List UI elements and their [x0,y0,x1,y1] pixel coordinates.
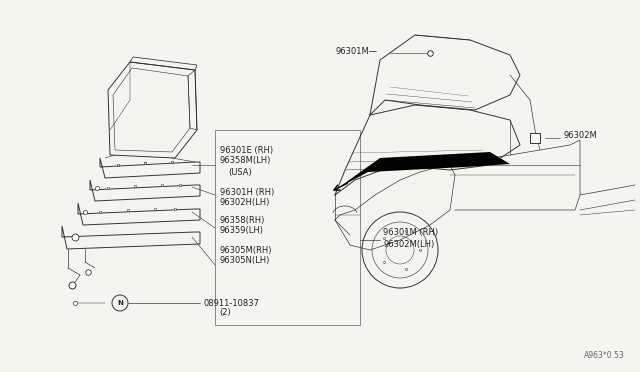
Text: 96301M (RH): 96301M (RH) [383,228,438,237]
Text: 96302M: 96302M [563,131,596,141]
Text: 96302H(LH): 96302H(LH) [220,199,270,208]
Text: 96301M—: 96301M— [335,48,377,57]
Text: 08911-10837: 08911-10837 [203,298,259,308]
Text: 96358(RH): 96358(RH) [220,215,266,224]
Text: 96358M(LH): 96358M(LH) [220,157,271,166]
Text: A963*0.53: A963*0.53 [584,351,625,360]
Text: 96301H (RH): 96301H (RH) [220,187,275,196]
Polygon shape [78,203,200,225]
Polygon shape [338,152,510,188]
Text: 96305N(LH): 96305N(LH) [220,257,270,266]
Text: 96305M(RH): 96305M(RH) [220,246,273,254]
Bar [530,133,540,143]
Polygon shape [90,180,200,201]
Text: (2): (2) [219,308,231,317]
Polygon shape [62,226,200,249]
Text: N: N [117,300,123,306]
Text: (USA): (USA) [228,167,252,176]
Text: 96301E (RH): 96301E (RH) [220,145,273,154]
Bar [215,130,360,325]
Text: 96302M(LH): 96302M(LH) [383,240,435,248]
Polygon shape [100,158,200,178]
Text: 96359(LH): 96359(LH) [220,227,264,235]
